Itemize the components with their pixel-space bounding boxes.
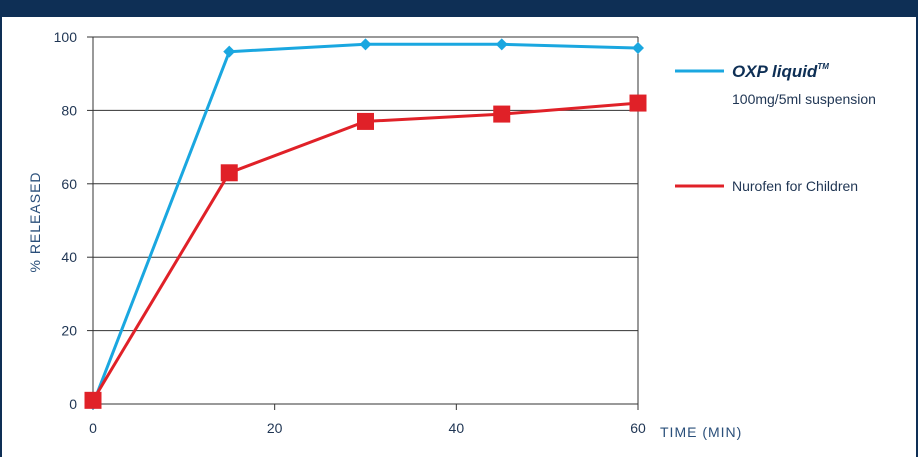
x-tick-labels: 0 20 40 60 bbox=[89, 420, 646, 436]
x-tick-label: 0 bbox=[89, 420, 97, 436]
data-point-nurofen bbox=[220, 164, 238, 182]
axes bbox=[87, 36, 639, 410]
y-tick-label: 20 bbox=[61, 323, 77, 339]
header-bar bbox=[0, 0, 918, 17]
y-tick-label: 40 bbox=[61, 249, 77, 265]
series-line-nurofen bbox=[91, 101, 639, 402]
legend-label-oxp: OXP liquidTM bbox=[732, 62, 829, 81]
data-point-oxp bbox=[632, 42, 644, 55]
y-tick-label: 0 bbox=[69, 396, 77, 412]
legend: OXP liquidTM 100mg/5ml suspension Nurofe… bbox=[675, 62, 876, 194]
data-point-nurofen bbox=[629, 94, 647, 112]
data-point-nurofen bbox=[493, 105, 511, 123]
trademark-mark: TM bbox=[817, 62, 829, 71]
y-tick-label: 100 bbox=[54, 29, 78, 45]
data-point-oxp bbox=[359, 38, 372, 51]
legend-item-nurofen: Nurofen for Children bbox=[675, 178, 858, 194]
y-tick-label: 60 bbox=[61, 176, 77, 192]
series-line-oxp bbox=[91, 42, 639, 405]
x-axis-title: TIME (MIN) bbox=[660, 424, 742, 440]
legend-sublabel-oxp: 100mg/5ml suspension bbox=[732, 91, 876, 107]
x-tick-label: 40 bbox=[449, 420, 465, 436]
data-point-nurofen bbox=[357, 112, 374, 130]
x-tick-label: 60 bbox=[630, 420, 646, 436]
series bbox=[84, 38, 647, 410]
data-point-nurofen bbox=[84, 391, 102, 409]
legend-item-oxp: OXP liquidTM 100mg/5ml suspension bbox=[675, 62, 876, 107]
x-tick-label: 20 bbox=[267, 420, 283, 436]
frame-border-right bbox=[916, 17, 918, 457]
y-axis-title: % RELEASED bbox=[27, 171, 43, 272]
legend-label-nurofen: Nurofen for Children bbox=[732, 178, 858, 194]
y-tick-labels: 0 20 40 60 80 100 bbox=[54, 29, 78, 412]
y-tick-label: 80 bbox=[61, 102, 77, 118]
data-point-oxp bbox=[495, 38, 508, 51]
data-point-oxp bbox=[223, 45, 236, 58]
frame-border-left bbox=[0, 17, 2, 457]
gridlines bbox=[93, 36, 638, 332]
